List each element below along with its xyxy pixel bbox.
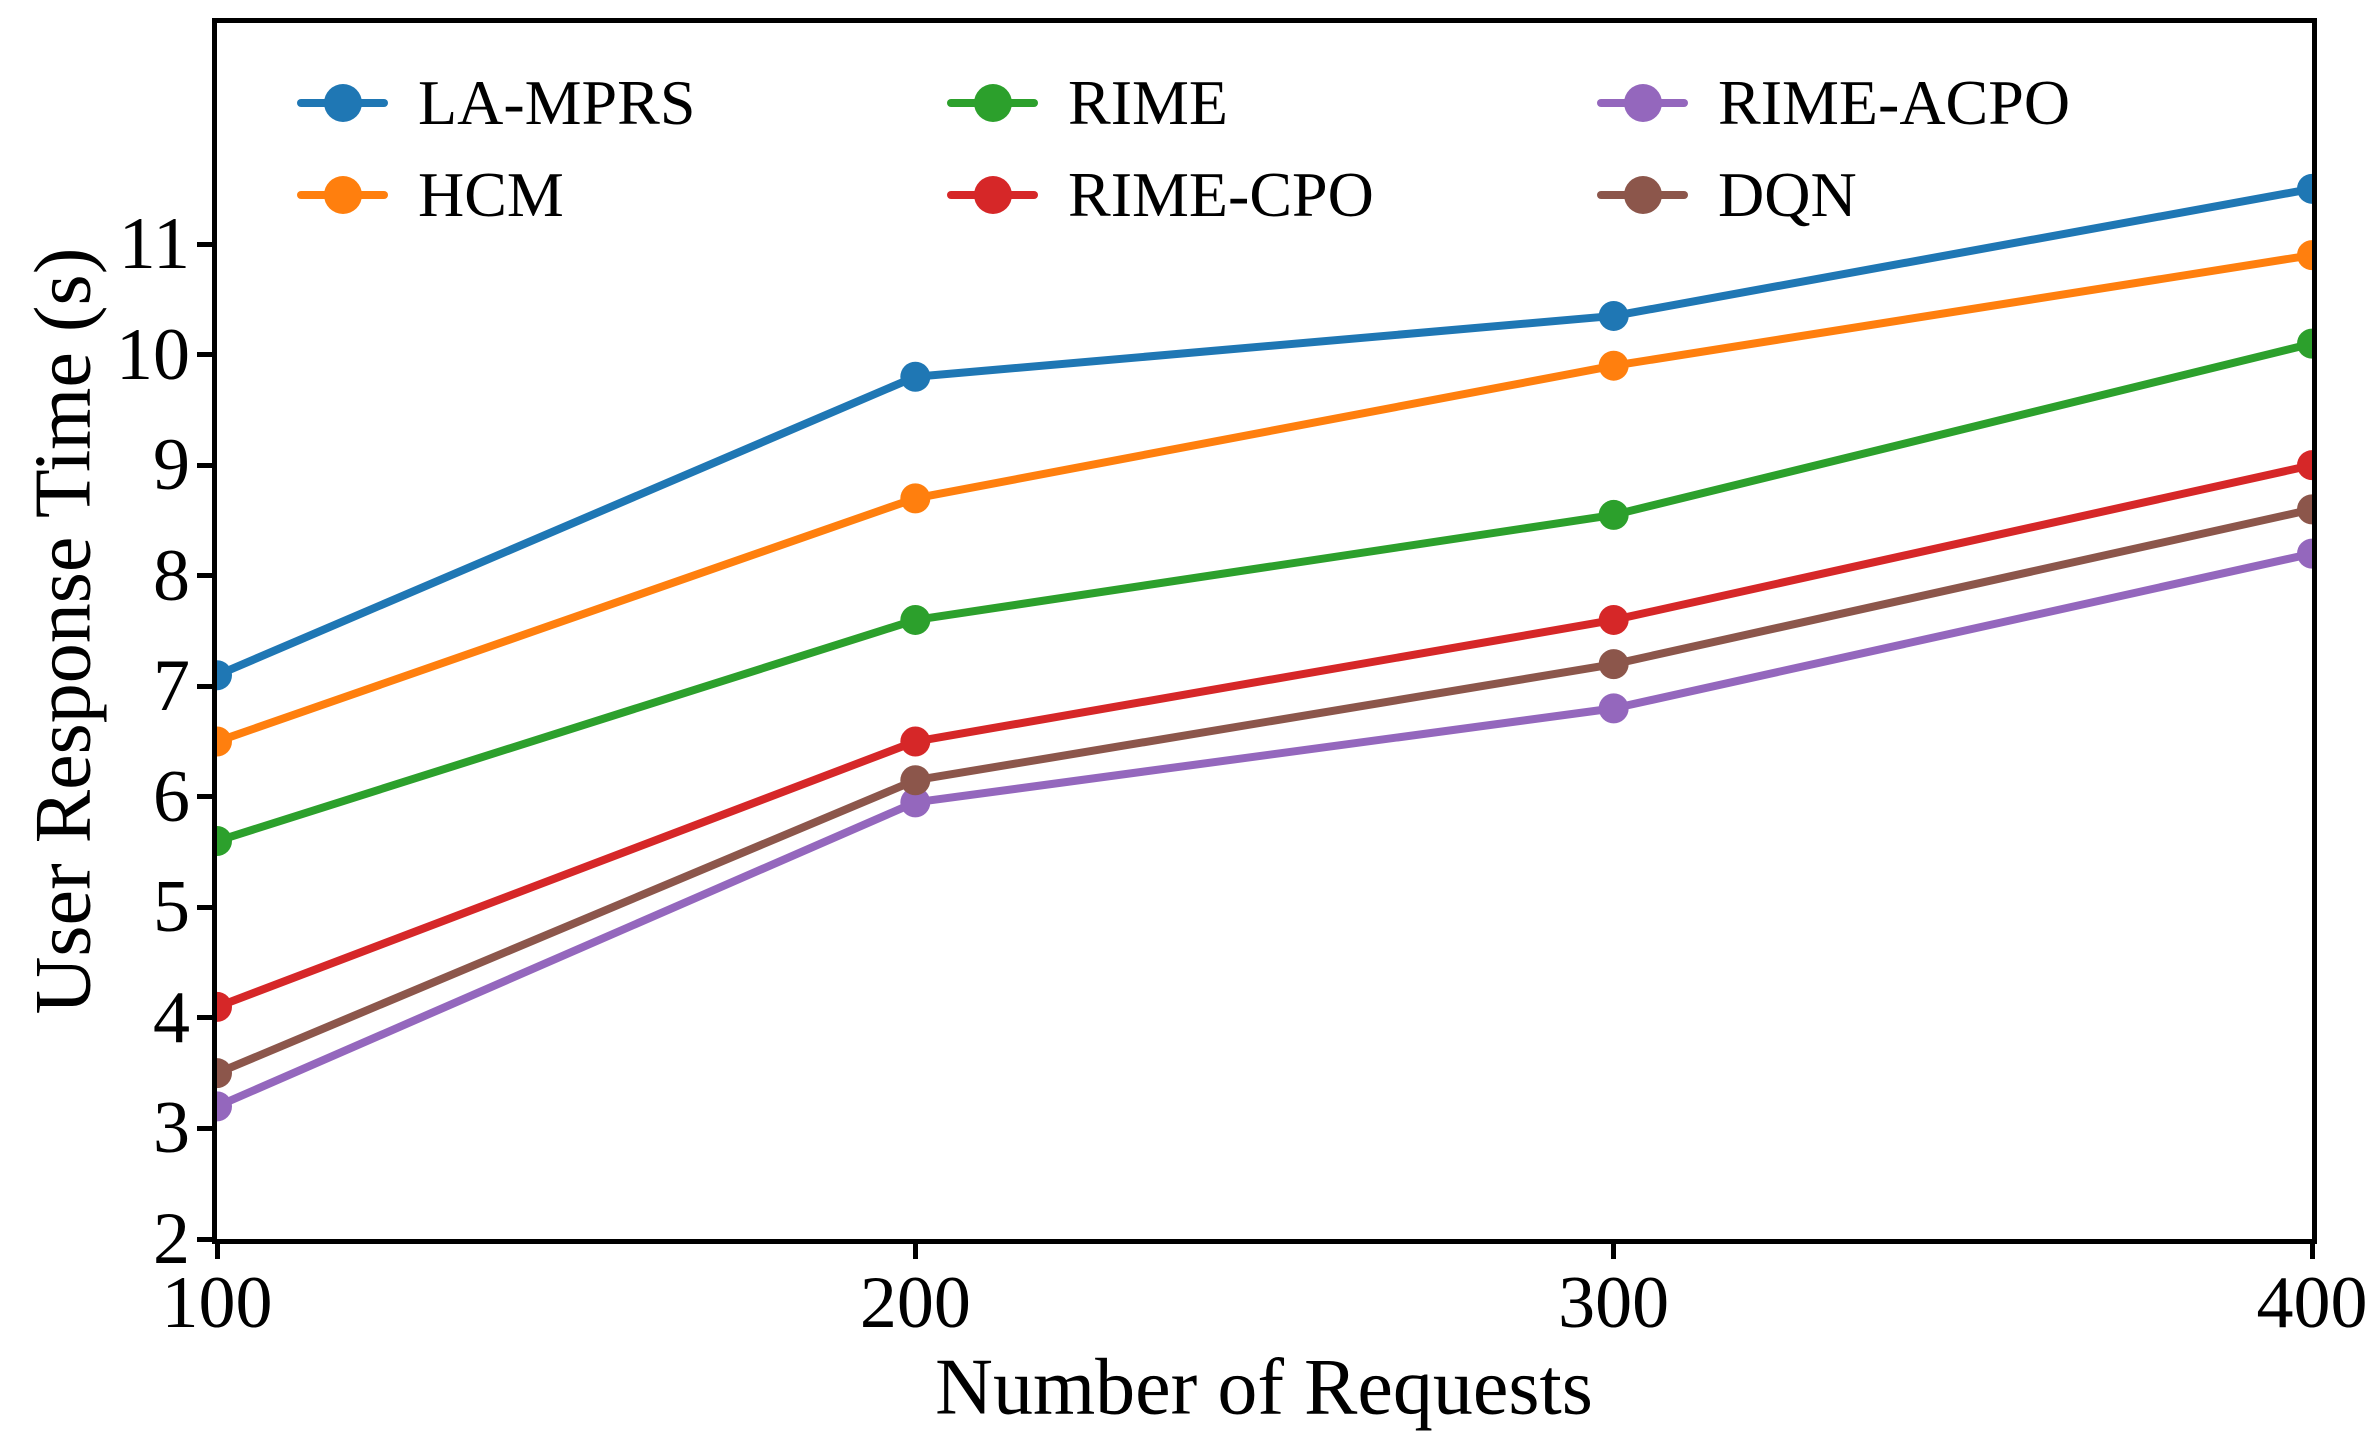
data-point-HCM-200 [900, 483, 931, 514]
data-point-RIME-CPO-200 [900, 726, 931, 757]
data-point-HCM-400 [2297, 240, 2312, 271]
legend-dot-icon [973, 176, 1012, 214]
y-tick-mark-4 [197, 1015, 215, 1021]
legend-item-LA-MPRS: LA-MPRS [297, 71, 947, 135]
data-point-DQN-300 [1598, 649, 1629, 680]
y-tick-label-3: 3 [153, 1087, 190, 1170]
x-tick-mark-400 [2309, 1241, 2315, 1259]
x-tick-label-300: 300 [1558, 1262, 1670, 1344]
series-line-LA-MPRS [217, 184, 2312, 680]
legend-item-RIME-ACPO: RIME-ACPO [1597, 71, 2247, 135]
legend-item-HCM: HCM [297, 163, 947, 227]
x-tick-mark-100 [214, 1241, 220, 1259]
data-point-HCM-300 [1598, 350, 1629, 381]
data-point-LA-MPRS-400 [2297, 173, 2312, 204]
legend-item-RIME: RIME [947, 71, 1597, 135]
data-point-LA-MPRS-300 [1598, 300, 1629, 331]
legend-dot-icon [1623, 84, 1662, 122]
data-point-DQN-400 [2297, 494, 2312, 525]
legend-line-marker-icon [947, 176, 1038, 214]
y-tick-label-2: 2 [153, 1198, 190, 1280]
data-point-DQN-200 [900, 765, 931, 796]
series-line-HCM [217, 251, 2312, 746]
x-tick-mark-200 [912, 1241, 918, 1259]
y-tick-mark-3 [197, 1125, 215, 1131]
data-point-HCM-100 [217, 726, 232, 757]
legend-line-marker-icon [947, 84, 1038, 122]
y-tick-mark-6 [197, 794, 215, 800]
legend-item-RIME-CPO: RIME-CPO [947, 163, 1597, 227]
data-point-RIME-ACPO-400 [2297, 538, 2312, 569]
series-line-RIME [217, 339, 2312, 846]
y-tick-mark-8 [197, 573, 215, 579]
y-tick-label-10: 10 [116, 313, 190, 396]
legend-dot-icon [323, 84, 362, 122]
data-point-RIME-ACPO-100 [217, 1091, 232, 1122]
legend-line-marker-icon [297, 176, 388, 214]
data-point-LA-MPRS-200 [900, 361, 931, 392]
plot-area [217, 173, 2312, 1122]
x-tick-label-400: 400 [2256, 1262, 2368, 1344]
legend-line-marker-icon [1597, 84, 1688, 122]
x-tick-mark-300 [1611, 1241, 1617, 1259]
legend-label: RIME-ACPO [1718, 67, 2071, 138]
y-tick-mark-10 [197, 352, 215, 358]
legend-item-DQN: DQN [1597, 163, 2247, 227]
data-point-RIME-100 [217, 826, 232, 857]
y-tick-label-5: 5 [153, 866, 190, 949]
data-point-RIME-CPO-400 [2297, 450, 2312, 481]
data-point-LA-MPRS-100 [217, 660, 232, 691]
legend-dot-icon [1623, 176, 1662, 214]
data-point-RIME-CPO-100 [217, 991, 232, 1022]
legend-label: HCM [418, 159, 564, 230]
legend-label: RIME [1068, 67, 1228, 138]
y-tick-mark-9 [197, 462, 215, 468]
legend-label: RIME-CPO [1068, 159, 1374, 230]
data-point-RIME-200 [900, 604, 931, 635]
series-line-RIME-ACPO [217, 549, 2312, 1111]
x-axis-label: Number of Requests [935, 1343, 1593, 1432]
legend-label: LA-MPRS [418, 67, 696, 138]
series-line-RIME-CPO [217, 461, 2312, 1011]
data-point-RIME-CPO-300 [1598, 604, 1629, 635]
y-tick-label-4: 4 [153, 976, 190, 1059]
y-tick-label-6: 6 [153, 755, 190, 838]
data-point-RIME-ACPO-200 [900, 787, 931, 818]
y-tick-label-7: 7 [153, 645, 190, 728]
legend-label: DQN [1718, 159, 1857, 230]
data-point-RIME-300 [1598, 499, 1629, 530]
y-tick-mark-11 [197, 241, 215, 247]
data-point-RIME-ACPO-300 [1598, 693, 1629, 724]
legend-line-marker-icon [1597, 176, 1688, 214]
y-axis-label: User Response Time (s) [19, 247, 108, 1015]
legend-dot-icon [323, 176, 362, 214]
x-tick-label-100: 100 [161, 1262, 273, 1344]
y-tick-mark-5 [197, 904, 215, 910]
y-tick-label-8: 8 [153, 534, 190, 617]
series-line-DQN [217, 505, 2312, 1078]
y-tick-mark-7 [197, 683, 215, 689]
y-tick-label-9: 9 [153, 424, 190, 507]
x-tick-label-200: 200 [859, 1262, 971, 1344]
y-tick-label-11: 11 [118, 203, 190, 286]
y-tick-mark-2 [197, 1236, 215, 1242]
legend-dot-icon [973, 84, 1012, 122]
data-point-RIME-400 [2297, 328, 2312, 359]
legend: LA-MPRS HCM RIME RIME-CPO RIME-ACPO DQN [297, 57, 2247, 241]
data-point-DQN-100 [217, 1058, 232, 1089]
legend-line-marker-icon [297, 84, 388, 122]
